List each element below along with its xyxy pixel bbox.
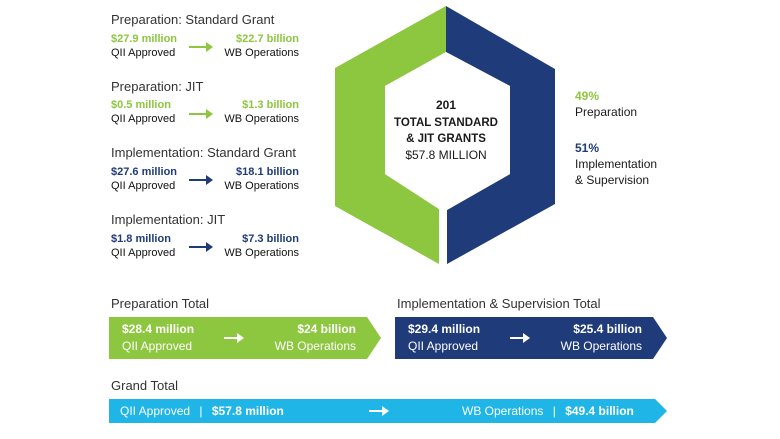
arrow-right-icon <box>369 406 389 416</box>
hexagon-total-value: $57.8 MILLION <box>405 148 487 162</box>
prep-standard-wb-label: WB Operations <box>224 47 299 59</box>
prep-jit-qii-amount: $0.5 million <box>111 99 171 111</box>
arrow-right-icon <box>189 109 213 119</box>
impl-jit-qii-amount: $1.8 million <box>111 233 171 245</box>
arrow-right-icon <box>189 175 213 185</box>
arrow-right-icon <box>224 333 244 343</box>
impl-jit-qii-label: QII Approved <box>111 247 176 259</box>
hexagon-center-text: 201 TOTAL STANDARD & JIT GRANTS $57.8 MI… <box>371 98 521 163</box>
prep-total-wb-label: WB Operations <box>274 339 356 353</box>
section-title-prep-standard: Preparation: Standard Grant <box>111 12 275 27</box>
grand-total-qii-label: QII Approved <box>120 404 191 418</box>
section-title-prep-jit: Preparation: JIT <box>111 79 204 94</box>
section-title-impl-jit: Implementation: JIT <box>111 212 226 227</box>
separator: | <box>552 404 556 418</box>
preparation-total-banner <box>109 317 381 359</box>
grand-total-right: WB Operations | $49.4 billion <box>462 404 634 418</box>
prep-standard-qii-amount: $27.9 million <box>111 33 178 45</box>
impl-total-qii-label: QII Approved <box>408 339 479 353</box>
prep-jit-wb-label: WB Operations <box>224 113 299 125</box>
impl-jit-wb-amount: $7.3 billion <box>242 233 299 245</box>
impl-standard-wb-amount: $18.1 billion <box>236 166 299 178</box>
arrow-right-icon <box>189 242 213 252</box>
hexagon-implementation-segment <box>446 6 555 264</box>
prep-total-wb-amount: $24 billion <box>297 322 356 336</box>
section-title-impl-standard: Implementation: Standard Grant <box>111 145 296 160</box>
impl-total-wb-amount: $25.4 billion <box>573 322 642 336</box>
impl-standard-wb-label: WB Operations <box>224 180 299 192</box>
implementation-total-title: Implementation & Supervision Total <box>397 296 601 311</box>
prep-total-qii-label: QII Approved <box>122 339 193 353</box>
grand-total-qii-amount: $57.8 million <box>211 404 284 418</box>
legend-impl-pct: 51% <box>575 141 600 155</box>
arrow-right-icon <box>189 42 213 52</box>
hexagon-center <box>385 52 510 210</box>
impl-standard-qii-label: QII Approved <box>111 180 176 192</box>
prep-jit-wb-amount: $1.3 billion <box>242 99 299 111</box>
separator: | <box>199 404 203 418</box>
legend-impl-label-line2: & Supervision <box>575 173 650 187</box>
grants-hexagon <box>335 6 555 264</box>
prep-standard-wb-amount: $22.7 billion <box>236 33 299 45</box>
prep-standard-qii-label: QII Approved <box>111 47 176 59</box>
grand-total-wb-label: WB Operations <box>462 404 544 418</box>
impl-standard-qii-amount: $27.6 million <box>111 166 178 178</box>
implementation-total-banner <box>395 317 667 359</box>
arrow-right-icon <box>510 333 530 343</box>
hexagon-label-line2: & JIT GRANTS <box>406 133 486 145</box>
grand-total-left: QII Approved | $57.8 million <box>120 404 284 418</box>
grand-total-title: Grand Total <box>111 378 178 393</box>
grand-total-wb-amount: $49.4 billion <box>565 404 634 418</box>
legend-prep-label: Preparation <box>575 105 638 119</box>
impl-total-wb-label: WB Operations <box>560 339 642 353</box>
hexagon-preparation-segment <box>335 6 446 264</box>
prep-total-qii-amount: $28.4 million <box>122 322 195 336</box>
hexagon-label-line1: TOTAL STANDARD <box>394 117 498 129</box>
legend-impl-label-line1: Implementation <box>575 157 658 171</box>
impl-total-qii-amount: $29.4 million <box>408 322 481 336</box>
legend-prep-pct: 49% <box>575 89 600 103</box>
impl-jit-wb-label: WB Operations <box>224 247 299 259</box>
prep-jit-qii-label: QII Approved <box>111 113 176 125</box>
preparation-total-title: Preparation Total <box>111 296 210 311</box>
grant-count: 201 <box>435 98 457 112</box>
